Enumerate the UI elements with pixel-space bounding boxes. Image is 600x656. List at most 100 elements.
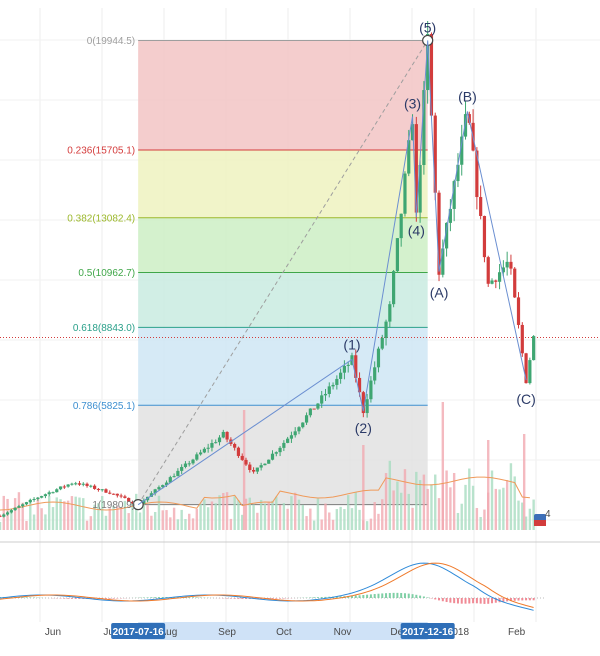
- elliott-wave-labels: (1) (2) (3) (4) (5) (A) (B) (C): [343, 19, 535, 436]
- volume-bar: [320, 519, 323, 530]
- macd-histogram-bar: [78, 598, 81, 599]
- volume-bar: [350, 508, 354, 530]
- candle-body: [96, 488, 101, 490]
- volume-bar: [407, 493, 410, 530]
- volume-bar: [464, 484, 467, 530]
- macd-histogram-bar: [449, 598, 452, 603]
- volume-bar: [237, 500, 240, 530]
- volume-bar: [184, 519, 187, 530]
- candle-body: [267, 459, 271, 464]
- volume-bar: [233, 496, 236, 530]
- candle-body: [422, 90, 426, 166]
- macd-histogram-bar: [195, 597, 198, 598]
- candle-body: [452, 181, 456, 209]
- macd-histogram-bar: [112, 598, 115, 599]
- volume-bar: [403, 469, 407, 530]
- candle-body: [202, 448, 206, 453]
- volume-bar: [172, 507, 176, 530]
- volume-bar: [153, 511, 157, 530]
- candle-body: [206, 447, 210, 449]
- macd-histogram-bar: [396, 592, 399, 598]
- legend-badge-count: 4: [545, 509, 551, 520]
- volume-bar: [63, 501, 66, 530]
- macd-histogram-bar: [456, 598, 459, 604]
- candle-body: [418, 165, 422, 213]
- volume-bar: [188, 513, 191, 530]
- moving-average: [0, 476, 530, 511]
- macd-histogram-bar: [157, 597, 160, 598]
- candle-body: [354, 355, 358, 378]
- volume-bar: [312, 520, 316, 530]
- volume-bar: [161, 510, 164, 530]
- macd-histogram-bar: [426, 597, 429, 598]
- candle-body: [509, 261, 513, 269]
- fib-trend-dashed: [137, 40, 429, 505]
- candle-body: [263, 463, 267, 466]
- macd-histogram-bar: [369, 594, 372, 598]
- macd-histogram-bar: [350, 595, 353, 598]
- candle-body: [2, 514, 6, 517]
- x-tick-Oct: Oct: [276, 627, 292, 638]
- candle-body: [127, 497, 131, 502]
- candle-body: [62, 486, 66, 488]
- volume-bar: [294, 492, 297, 530]
- volume-bar: [29, 499, 32, 530]
- volume-bar: [55, 497, 58, 530]
- volume-bar: [422, 474, 426, 530]
- macd-histogram-bar: [494, 598, 497, 603]
- macd-histogram-bar: [532, 598, 535, 601]
- volume-bar: [191, 518, 195, 530]
- candle-body: [410, 124, 415, 141]
- volume-bar: [263, 503, 267, 530]
- candle-body: [168, 477, 172, 483]
- candle-body: [5, 512, 10, 515]
- macd-histogram-bar: [392, 592, 395, 598]
- volume-bar: [176, 519, 180, 530]
- candle-body: [191, 459, 195, 464]
- candle-body: [236, 447, 241, 456]
- volume-bar: [396, 481, 399, 530]
- volume-bar: [475, 507, 479, 530]
- volume-bar: [384, 473, 388, 530]
- volume-bar: [275, 496, 278, 530]
- candle-body: [327, 386, 331, 394]
- candle-body: [520, 324, 524, 354]
- candle-body: [335, 378, 339, 385]
- candle-body: [395, 238, 399, 272]
- volume-bar: [229, 518, 233, 530]
- macd-histogram-bar: [10, 597, 13, 598]
- fibonacci-labels: 0(19944.5) 0.236(15705.1) 0.382(13082.4) 0.…: [67, 36, 135, 511]
- volume-bar: [301, 504, 304, 530]
- volume-bar: [305, 516, 308, 530]
- volume-bar: [517, 500, 520, 530]
- candle-body: [316, 403, 320, 409]
- macd-histogram-bar: [104, 598, 107, 599]
- candle-body: [376, 348, 381, 368]
- volume-bar: [346, 495, 350, 530]
- volume-bar: [278, 504, 282, 530]
- volume-bar: [138, 512, 142, 530]
- volume-bar: [290, 496, 293, 530]
- volume-bar: [528, 508, 532, 530]
- volume-bar: [78, 497, 81, 530]
- candle-body: [198, 452, 203, 455]
- volume-bar: [131, 503, 134, 530]
- volume-bar: [316, 498, 320, 530]
- volume-bar: [150, 515, 153, 530]
- macd-histogram-bar: [358, 595, 361, 598]
- volume-bar: [479, 516, 482, 530]
- candle-body: [388, 304, 392, 322]
- candle-body: [0, 515, 2, 517]
- volume-bar: [328, 512, 331, 530]
- candle-body: [28, 499, 32, 503]
- candle-body: [380, 337, 384, 349]
- macd-histogram-bar: [320, 597, 323, 598]
- volume-bar: [25, 521, 28, 530]
- candle-body: [278, 447, 282, 453]
- candle-body: [85, 483, 89, 486]
- macd-histogram-bar: [154, 597, 157, 598]
- volume-bar: [471, 485, 475, 530]
- volume-bar: [89, 516, 93, 530]
- candle-body: [304, 415, 309, 423]
- candle-body: [55, 489, 59, 493]
